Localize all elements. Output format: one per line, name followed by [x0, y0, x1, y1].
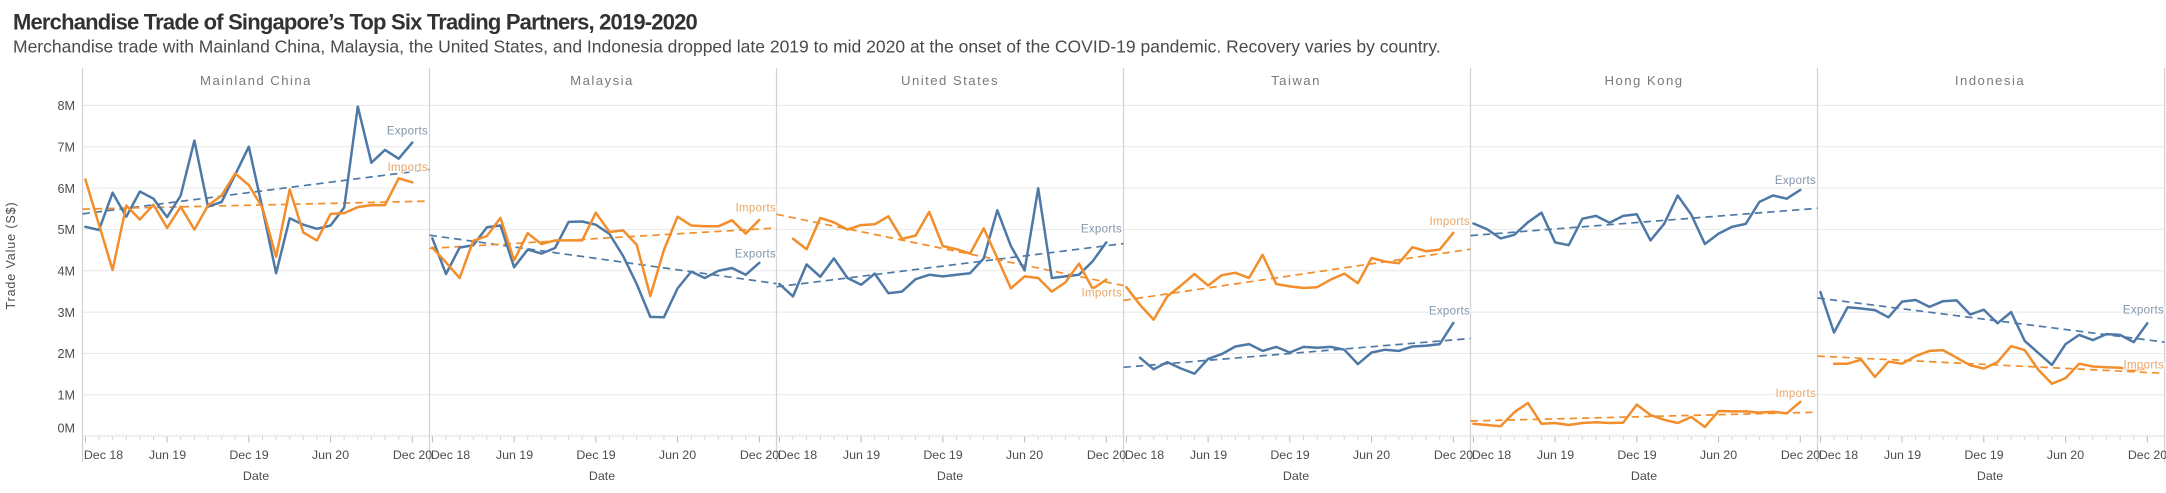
svg-text:Dec 18: Dec 18	[431, 448, 470, 462]
svg-text:8M: 8M	[58, 99, 76, 113]
svg-text:Dec 19: Dec 19	[1270, 448, 1309, 462]
svg-text:Merchandise trade with Mainlan: Merchandise trade with Mainland China, M…	[13, 37, 1441, 57]
svg-text:Exports: Exports	[1775, 175, 1816, 187]
svg-text:Jun 20: Jun 20	[2047, 448, 2084, 462]
svg-text:Dec 19: Dec 19	[1964, 448, 2003, 462]
svg-text:Dec 18: Dec 18	[1125, 448, 1164, 462]
svg-text:Trade Value (S$): Trade Value (S$)	[4, 201, 18, 309]
svg-text:6M: 6M	[58, 182, 76, 196]
svg-text:3M: 3M	[58, 306, 76, 320]
svg-text:Dec 18: Dec 18	[778, 448, 817, 462]
svg-text:Dec 20: Dec 20	[393, 448, 432, 462]
svg-text:Imports: Imports	[1776, 388, 1816, 400]
svg-text:Merchandise Trade of Singapore: Merchandise Trade of Singapore’s Top Six…	[13, 10, 698, 35]
svg-text:Jun 19: Jun 19	[843, 448, 880, 462]
svg-text:Imports: Imports	[388, 162, 428, 174]
svg-text:Jun 20: Jun 20	[312, 448, 349, 462]
svg-text:Date: Date	[1283, 469, 1309, 483]
svg-text:Exports: Exports	[2123, 305, 2164, 317]
svg-text:Dec 20: Dec 20	[2128, 448, 2166, 462]
svg-text:Hong Kong: Hong Kong	[1604, 73, 1683, 88]
svg-text:Dec 19: Dec 19	[229, 448, 268, 462]
svg-text:2M: 2M	[58, 347, 76, 361]
svg-text:Dec 20: Dec 20	[1087, 448, 1126, 462]
svg-text:Date: Date	[937, 469, 963, 483]
svg-text:1M: 1M	[58, 389, 76, 403]
svg-text:Indonesia: Indonesia	[1955, 73, 2025, 88]
svg-text:Taiwan: Taiwan	[1271, 73, 1321, 88]
svg-text:Jun 20: Jun 20	[659, 448, 696, 462]
svg-text:4M: 4M	[58, 265, 76, 279]
svg-text:Dec 19: Dec 19	[1617, 448, 1656, 462]
svg-text:Jun 19: Jun 19	[1537, 448, 1574, 462]
svg-text:Dec 20: Dec 20	[740, 448, 779, 462]
svg-text:Imports: Imports	[2124, 359, 2164, 371]
svg-text:Exports: Exports	[387, 126, 428, 138]
svg-text:Jun 20: Jun 20	[1353, 448, 1390, 462]
svg-text:Dec 18: Dec 18	[1472, 448, 1511, 462]
svg-text:Imports: Imports	[736, 203, 776, 215]
svg-text:7M: 7M	[58, 140, 76, 154]
svg-text:Exports: Exports	[1429, 306, 1470, 318]
svg-text:Exports: Exports	[1081, 224, 1122, 236]
svg-text:Dec 19: Dec 19	[923, 448, 962, 462]
svg-text:Imports: Imports	[1082, 287, 1122, 299]
svg-text:Exports: Exports	[735, 248, 776, 260]
svg-text:United States: United States	[901, 73, 999, 88]
svg-text:Date: Date	[1977, 469, 2003, 483]
svg-text:Dec 20: Dec 20	[1434, 448, 1473, 462]
svg-text:Mainland China: Mainland China	[200, 73, 312, 88]
svg-text:Imports: Imports	[1430, 216, 1470, 228]
svg-text:Jun 19: Jun 19	[1190, 448, 1227, 462]
svg-text:Dec 18: Dec 18	[1819, 448, 1858, 462]
svg-text:Jun 19: Jun 19	[496, 448, 533, 462]
svg-text:Date: Date	[1631, 469, 1657, 483]
svg-text:Date: Date	[243, 469, 269, 483]
svg-text:Jun 19: Jun 19	[1884, 448, 1921, 462]
svg-text:Jun 19: Jun 19	[149, 448, 186, 462]
svg-text:Jun 20: Jun 20	[1700, 448, 1737, 462]
svg-text:5M: 5M	[58, 223, 76, 237]
svg-text:Dec 20: Dec 20	[1781, 448, 1820, 462]
svg-text:Malaysia: Malaysia	[570, 73, 634, 88]
svg-text:Jun 20: Jun 20	[1006, 448, 1043, 462]
svg-text:Date: Date	[589, 469, 615, 483]
svg-text:0M: 0M	[58, 422, 76, 436]
svg-text:Dec 18: Dec 18	[84, 448, 123, 462]
svg-text:Dec 19: Dec 19	[576, 448, 615, 462]
